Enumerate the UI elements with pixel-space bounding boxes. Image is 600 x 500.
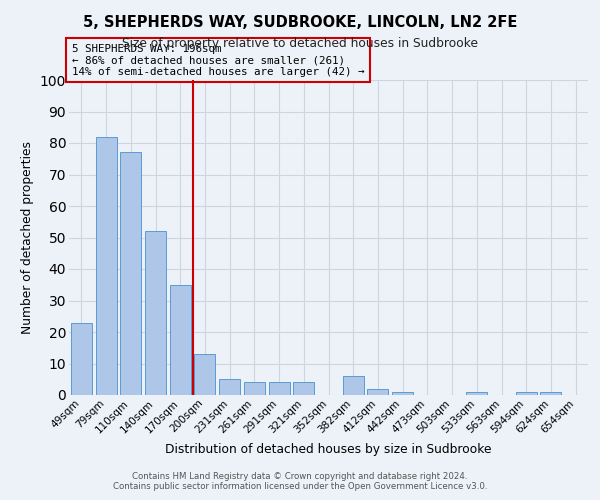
Text: Contains HM Land Registry data © Crown copyright and database right 2024.: Contains HM Land Registry data © Crown c… — [132, 472, 468, 481]
Bar — [269, 382, 290, 395]
X-axis label: Distribution of detached houses by size in Sudbrooke: Distribution of detached houses by size … — [165, 443, 492, 456]
Y-axis label: Number of detached properties: Number of detached properties — [21, 141, 34, 334]
Bar — [244, 382, 265, 395]
Bar — [95, 136, 116, 395]
Text: Size of property relative to detached houses in Sudbrooke: Size of property relative to detached ho… — [122, 38, 478, 51]
Bar — [293, 382, 314, 395]
Bar — [170, 285, 191, 395]
Bar — [219, 379, 240, 395]
Bar — [71, 322, 92, 395]
Bar — [145, 231, 166, 395]
Bar — [343, 376, 364, 395]
Text: 5 SHEPHERDS WAY: 196sqm
← 86% of detached houses are smaller (261)
14% of semi-d: 5 SHEPHERDS WAY: 196sqm ← 86% of detache… — [71, 44, 364, 77]
Bar — [541, 392, 562, 395]
Bar — [466, 392, 487, 395]
Bar — [194, 354, 215, 395]
Bar — [516, 392, 537, 395]
Bar — [367, 388, 388, 395]
Text: 5, SHEPHERDS WAY, SUDBROOKE, LINCOLN, LN2 2FE: 5, SHEPHERDS WAY, SUDBROOKE, LINCOLN, LN… — [83, 15, 517, 30]
Bar — [120, 152, 141, 395]
Text: Contains public sector information licensed under the Open Government Licence v3: Contains public sector information licen… — [113, 482, 487, 491]
Bar — [392, 392, 413, 395]
